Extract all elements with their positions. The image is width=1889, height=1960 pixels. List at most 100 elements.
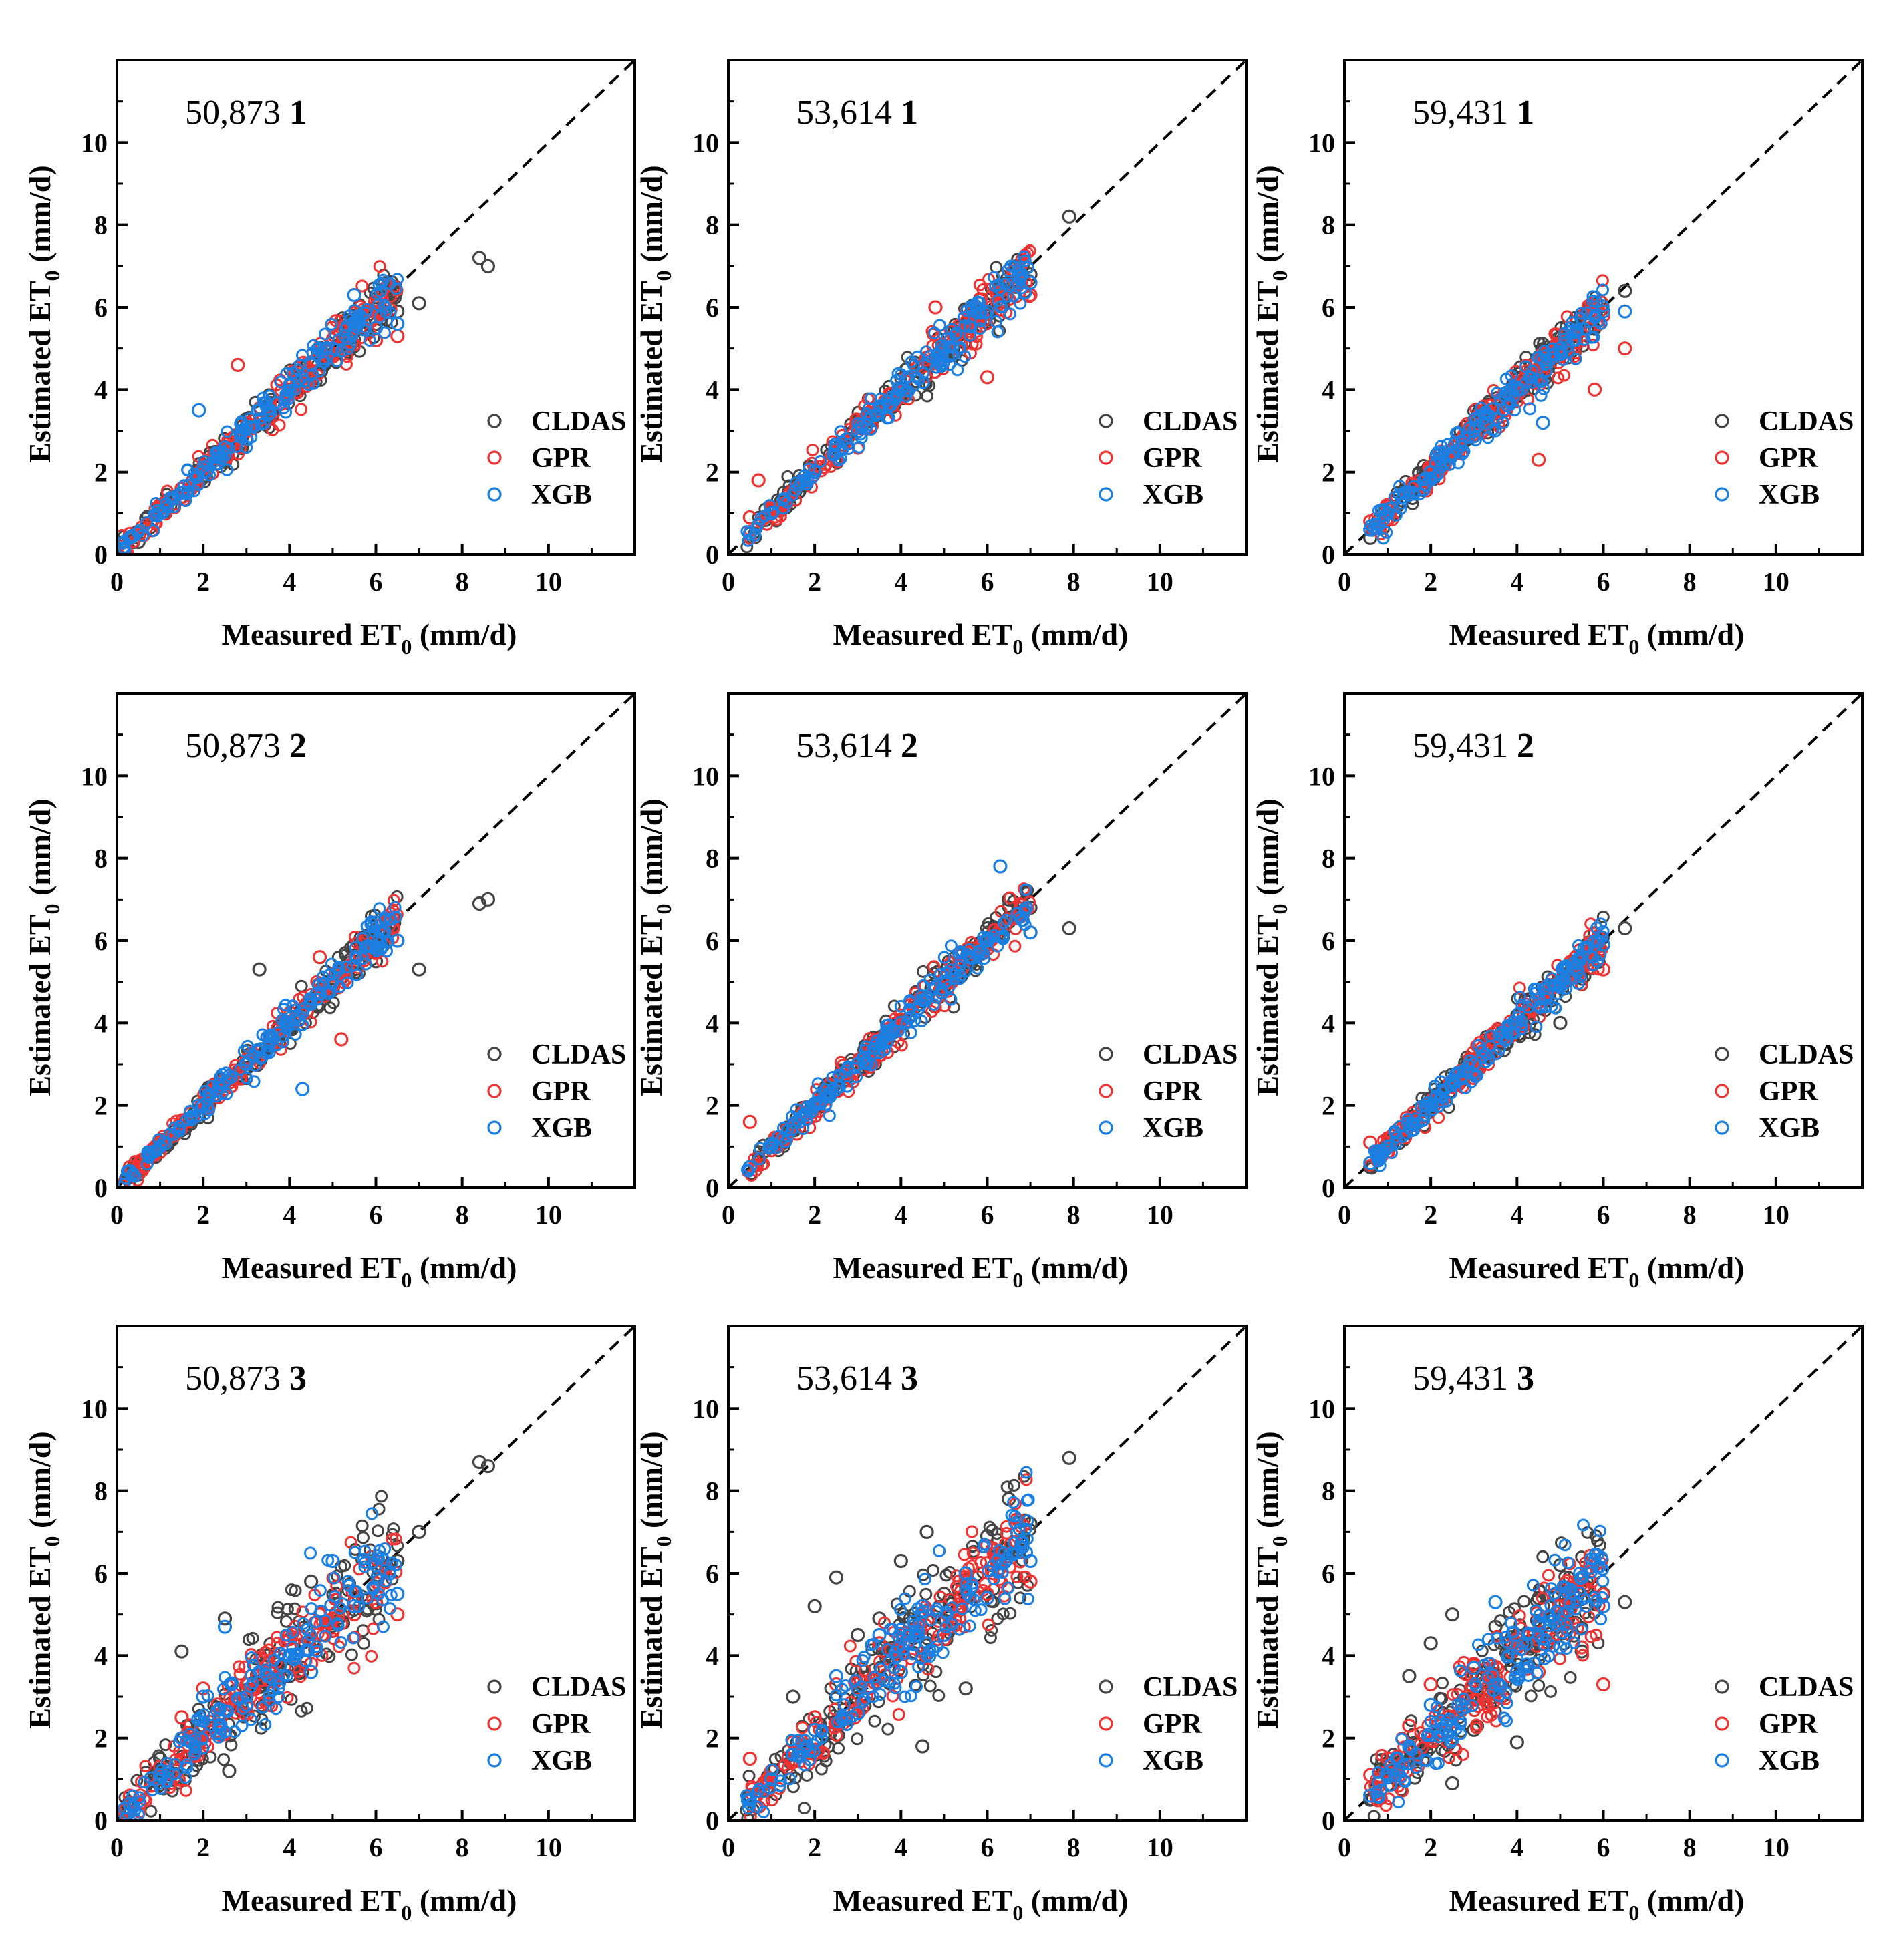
xgb-point (364, 917, 379, 931)
xgb-point (881, 412, 894, 425)
xgb-point (1540, 364, 1553, 377)
y-tick-label: 10 (692, 761, 719, 791)
xgb-point (898, 1690, 911, 1703)
xgb-point (188, 1739, 201, 1752)
y-tick-label: 4 (94, 1008, 108, 1038)
cldas-point (1524, 1689, 1538, 1703)
xgb-point (270, 1038, 283, 1051)
x-tick-label: 2 (196, 566, 210, 597)
gpr-point (1513, 981, 1526, 995)
gpr-point (1023, 1574, 1038, 1589)
xgb-point (261, 1669, 275, 1683)
xgb-point (837, 1698, 851, 1711)
cldas-point (1544, 1685, 1558, 1698)
y-tick-label: 6 (94, 293, 108, 323)
xgb-point (1515, 998, 1529, 1011)
xgb-point (1549, 1001, 1562, 1015)
xgb-point (240, 1071, 253, 1084)
xgb-point (168, 1758, 182, 1772)
xgb-point (937, 1627, 952, 1643)
cldas-point (990, 261, 1003, 274)
xgb-point (933, 345, 947, 359)
xgb-point (1014, 297, 1027, 310)
xgb-point (889, 393, 902, 407)
x-tick-label: 6 (1597, 1200, 1610, 1230)
panel-title: 50,873 1 (185, 94, 307, 132)
cldas-point (289, 1584, 302, 1597)
gpr-point (1587, 382, 1602, 397)
xgb-point (120, 1172, 133, 1185)
xgb-point (912, 1625, 925, 1638)
xgb-point (1393, 480, 1407, 493)
points-layer (117, 890, 496, 1188)
x-tick-label: 4 (894, 566, 907, 597)
gpr-point (221, 433, 235, 446)
xgb-point (376, 1593, 390, 1607)
gpr-point (873, 1655, 887, 1668)
xgb-point (280, 367, 293, 380)
cldas-point (480, 1459, 496, 1474)
xgb-point (912, 1660, 925, 1673)
xgb-point (391, 273, 404, 286)
legend-label-cldas: CLDAS (1759, 406, 1854, 437)
cldas-point (1423, 1636, 1438, 1651)
xgb-point (807, 1722, 822, 1737)
xgb-point (179, 1771, 192, 1784)
xgb-point (217, 1078, 231, 1092)
xgb-point (978, 1538, 991, 1551)
xgb-point (905, 1010, 918, 1023)
cldas-point (144, 1804, 158, 1818)
xgb-point (944, 993, 958, 1006)
xgb-point (1587, 959, 1600, 972)
xgb-point (272, 1690, 285, 1703)
xgb-point (819, 1091, 833, 1104)
x-axis-label: Measured ET0 (mm/d) (833, 1251, 1129, 1292)
xgb-point (162, 1765, 175, 1778)
xgb-point (1553, 975, 1568, 989)
xgb-point (776, 494, 790, 507)
xgb-point (349, 319, 362, 333)
xgb-point (221, 463, 234, 476)
xgb-point (1539, 349, 1552, 363)
legend-marker-gpr (487, 1716, 502, 1731)
xgb-point (862, 1681, 875, 1695)
xgb-point (263, 1036, 277, 1049)
x-tick-label: 8 (1683, 1200, 1697, 1230)
xgb-point (899, 1592, 912, 1605)
cldas-point (375, 1490, 388, 1503)
x-tick-label: 6 (370, 1832, 383, 1862)
xgb-point (893, 382, 908, 397)
xgb-point (304, 1546, 317, 1560)
x-axis-label: Measured ET0 (mm/d) (833, 617, 1129, 659)
xgb-point (277, 1669, 291, 1682)
x-tick-label: 6 (981, 1200, 994, 1230)
xgb-point (941, 1607, 954, 1621)
xgb-point (225, 1678, 239, 1691)
xgb-point (1445, 1086, 1458, 1100)
xgb-point (1523, 371, 1536, 384)
xgb-point (366, 1507, 379, 1520)
xgb-point (839, 1712, 853, 1726)
x-axis-label: Measured ET0 (mm/d) (222, 1883, 517, 1925)
xgb-point (865, 1638, 878, 1651)
xgb-point (1560, 961, 1574, 975)
xgb-point (864, 423, 877, 436)
cldas-point (412, 296, 426, 311)
y-tick-label: 2 (1322, 458, 1335, 488)
legend-label-gpr: GPR (531, 1076, 591, 1107)
y-tick-label: 2 (706, 1091, 719, 1121)
xgb-point (962, 951, 976, 965)
gpr-point (273, 418, 286, 432)
xgb-point (289, 1028, 302, 1041)
cldas-point (788, 1771, 802, 1784)
y-tick-label: 10 (1308, 128, 1335, 158)
xgb-point (935, 360, 948, 373)
y-tick-label: 6 (706, 926, 719, 956)
station-id: 59,431 (1413, 727, 1517, 765)
xgb-point (953, 1623, 966, 1636)
xgb-point (325, 317, 338, 331)
xgb-point (913, 373, 926, 386)
